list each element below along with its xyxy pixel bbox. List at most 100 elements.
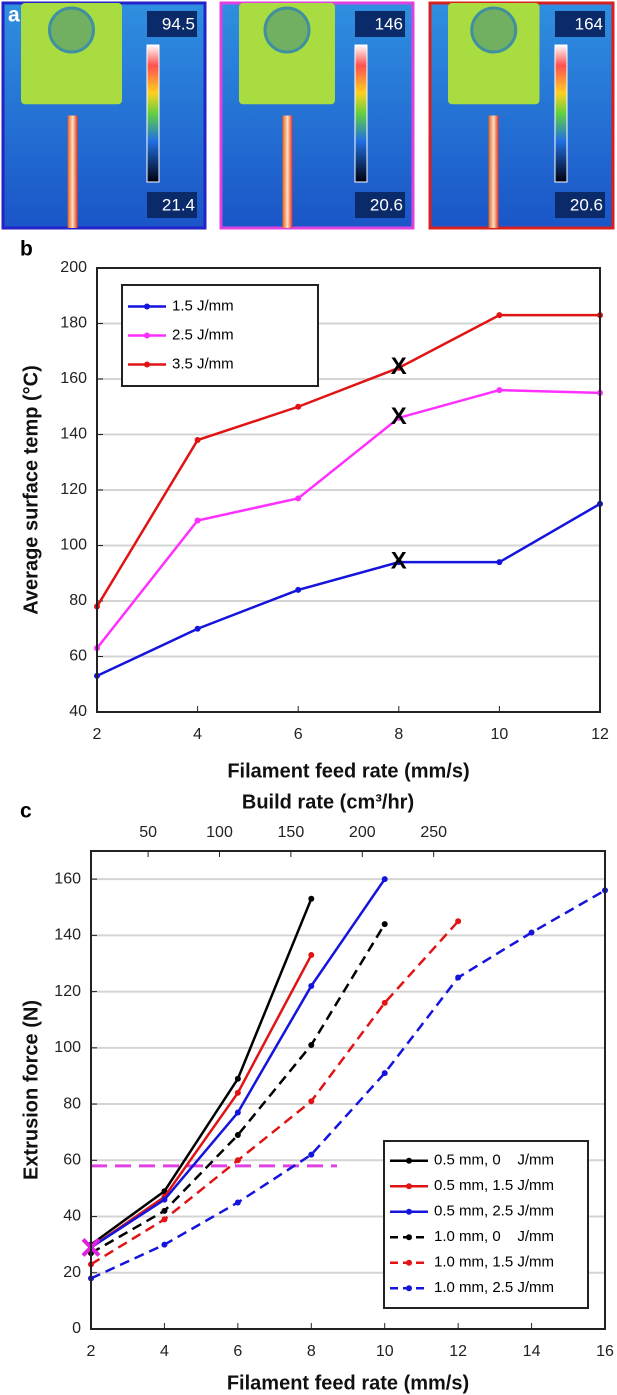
x2-axis-title: Build rate (cm³/hr) bbox=[242, 791, 414, 813]
y-tick-label: 60 bbox=[69, 648, 87, 665]
annotation: X bbox=[391, 547, 407, 574]
x2-tick-label: 50 bbox=[139, 824, 157, 841]
data-point bbox=[161, 1241, 168, 1248]
y-tick-label: 60 bbox=[63, 1152, 81, 1169]
x-tick-label: 10 bbox=[491, 726, 509, 743]
x2-tick-label: 150 bbox=[278, 824, 305, 841]
data-point bbox=[395, 414, 402, 421]
y-tick-label: 20 bbox=[63, 1264, 81, 1281]
data-point bbox=[308, 952, 315, 959]
series-line bbox=[90, 920, 460, 1266]
series-line bbox=[90, 898, 313, 1246]
legend-dot bbox=[144, 303, 150, 310]
series-line bbox=[90, 954, 313, 1249]
y-axis-title: Average surface temp (°C) bbox=[20, 365, 42, 615]
motor-hub bbox=[470, 6, 518, 54]
legend-dot bbox=[406, 1285, 412, 1292]
data-point bbox=[234, 1075, 241, 1082]
x-tick-label: 12 bbox=[591, 726, 609, 743]
max-box bbox=[355, 11, 405, 37]
min-box bbox=[355, 192, 405, 218]
y-tick-label: 200 bbox=[60, 259, 87, 276]
min-temp: 21.4 bbox=[162, 195, 195, 214]
x-axis-title: Filament feed rate (mm/s) bbox=[227, 1372, 469, 1394]
legend-label: 1.0 mm, 1.5 J/mm bbox=[434, 1254, 554, 1271]
y-tick-label: 180 bbox=[60, 315, 87, 332]
legend-label: 2.5 J/mm bbox=[172, 326, 234, 343]
data-point bbox=[395, 559, 402, 566]
legend-dot bbox=[144, 361, 150, 368]
data-point bbox=[234, 1131, 241, 1138]
data-point bbox=[234, 1199, 241, 1206]
legend-dot bbox=[406, 1208, 412, 1215]
min-box bbox=[555, 192, 605, 218]
colorbar bbox=[554, 44, 568, 183]
x-axis-title: Filament feed rate (mm/s) bbox=[227, 760, 469, 782]
y-tick-label: 0 bbox=[72, 1320, 81, 1337]
panel-label: c bbox=[20, 800, 32, 823]
data-point bbox=[295, 495, 302, 502]
data-point bbox=[161, 1216, 168, 1223]
series-line bbox=[96, 388, 601, 649]
annotation: X bbox=[391, 403, 407, 430]
data-point bbox=[295, 586, 302, 593]
data-point bbox=[194, 437, 201, 444]
x-tick-label: 2 bbox=[87, 1343, 96, 1360]
y-tick-label: 80 bbox=[69, 592, 87, 609]
colorbar bbox=[146, 44, 160, 183]
x-tick-label: 4 bbox=[193, 726, 202, 743]
legend-label: 1.0 mm, 0 J/mm bbox=[434, 1228, 554, 1245]
legend-label: 1.0 mm, 2.5 J/mm bbox=[434, 1279, 554, 1296]
colorbar bbox=[354, 44, 368, 183]
plot-frame bbox=[96, 267, 601, 713]
max-box bbox=[555, 11, 605, 37]
max-temp: 94.5 bbox=[162, 14, 195, 33]
max-temp: 146 bbox=[375, 14, 403, 33]
legend bbox=[383, 1140, 589, 1309]
max-temp: 164 bbox=[575, 14, 603, 33]
x-tick-label: 6 bbox=[294, 726, 303, 743]
y-tick-label: 140 bbox=[60, 426, 87, 443]
series-line bbox=[90, 889, 606, 1280]
legend-dot bbox=[406, 1259, 412, 1266]
data-point bbox=[308, 1098, 315, 1105]
min-temp: 20.6 bbox=[370, 195, 403, 214]
x-tick-label: 14 bbox=[523, 1343, 541, 1360]
filament bbox=[282, 115, 293, 228]
data-point bbox=[308, 982, 315, 989]
data-point bbox=[161, 1207, 168, 1214]
x-tick-label: 16 bbox=[596, 1343, 614, 1360]
data-point bbox=[308, 1151, 315, 1158]
motor-body bbox=[239, 3, 335, 105]
panel-label: a bbox=[8, 4, 20, 27]
y-tick-label: 40 bbox=[63, 1208, 81, 1225]
x2-tick-label: 100 bbox=[206, 824, 233, 841]
data-point bbox=[381, 999, 388, 1006]
motor-hub bbox=[263, 6, 311, 54]
legend-dot bbox=[406, 1234, 412, 1241]
motor-body bbox=[21, 3, 122, 105]
y-tick-label: 140 bbox=[54, 927, 81, 944]
data-point bbox=[308, 895, 315, 902]
data-point bbox=[295, 403, 302, 410]
data-point bbox=[194, 517, 201, 524]
x-tick-label: 10 bbox=[376, 1343, 394, 1360]
y-tick-label: 120 bbox=[60, 481, 87, 498]
data-point bbox=[395, 364, 402, 371]
data-point bbox=[194, 625, 201, 632]
data-point bbox=[455, 918, 462, 925]
data-point bbox=[496, 387, 503, 394]
legend-label: 0.5 mm, 2.5 J/mm bbox=[434, 1203, 554, 1220]
x-tick-label: 12 bbox=[449, 1343, 467, 1360]
plot-frame bbox=[90, 850, 606, 1330]
x2-tick-label: 200 bbox=[349, 824, 376, 841]
min-box bbox=[147, 192, 197, 218]
data-point bbox=[496, 559, 503, 566]
x-tick-label: 8 bbox=[394, 726, 403, 743]
filament bbox=[67, 115, 78, 228]
series-line bbox=[90, 923, 386, 1255]
x-tick-label: 4 bbox=[160, 1343, 169, 1360]
data-point bbox=[381, 876, 388, 883]
max-box bbox=[147, 11, 197, 37]
